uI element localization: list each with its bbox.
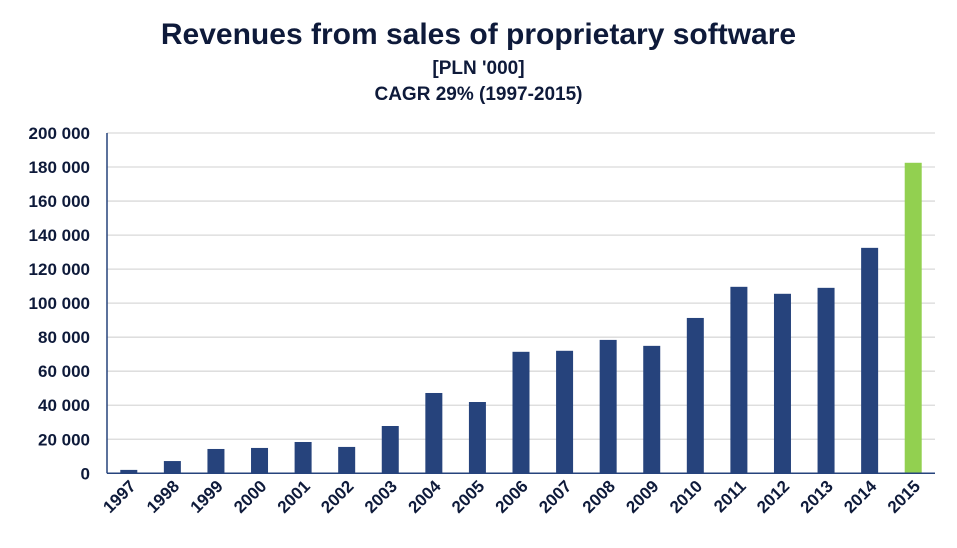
x-tick-label: 2012: [753, 477, 793, 517]
y-tick-label: 180 000: [29, 158, 90, 177]
y-tick-label: 20 000: [38, 430, 90, 449]
x-tick-label: 2010: [666, 477, 706, 517]
x-tick-label: 2007: [535, 477, 575, 517]
x-tick-label: 2006: [492, 477, 532, 517]
x-tick-label: 2011: [710, 477, 750, 517]
bar-2008: [599, 339, 617, 474]
bar-2006: [512, 351, 530, 474]
x-tick-label: 2003: [361, 477, 401, 517]
x-tick-label: 2014: [840, 476, 881, 517]
y-tick-label: 120 000: [29, 260, 90, 279]
bar-2001: [294, 441, 312, 474]
bar-2004: [425, 392, 443, 474]
bar-2015: [904, 162, 922, 474]
chart-title: Revenues from sales of proprietary softw…: [160, 18, 797, 51]
bar-2013: [817, 287, 835, 474]
x-tick-label: 2001: [274, 477, 314, 517]
x-tick-label: 2008: [579, 477, 619, 517]
chart-annotation: CAGR 29% (1997-2015): [374, 84, 583, 105]
y-tick-label: 40 000: [38, 396, 90, 415]
bar-2011: [730, 286, 748, 474]
bar-2005: [468, 402, 486, 474]
bar-2009: [643, 345, 661, 474]
x-tick-label: 1997: [99, 477, 139, 517]
x-tick-label: 2000: [230, 477, 270, 517]
chart-subtitle: [PLN '000]: [432, 58, 525, 79]
bar-2007: [556, 350, 574, 474]
bar-1999: [207, 448, 225, 474]
bar-1997: [120, 469, 138, 474]
bar-2012: [773, 293, 791, 474]
x-tick-label: 2009: [622, 477, 662, 517]
y-tick-label: 100 000: [29, 294, 90, 313]
x-tick-label: 1999: [187, 477, 227, 517]
x-tick-label: 1998: [143, 477, 183, 517]
x-tick-label: 2002: [317, 477, 357, 517]
x-tick-label: 2013: [797, 477, 837, 517]
x-tick-label: 2015: [884, 477, 924, 517]
bar-2002: [338, 446, 356, 474]
y-tick-label: 200 000: [29, 124, 90, 143]
y-tick-label: 140 000: [29, 226, 90, 245]
y-tick-label: 0: [81, 464, 90, 483]
x-tick-label: 2004: [404, 476, 445, 517]
x-tick-label: 2005: [448, 477, 488, 517]
bar-2010: [686, 317, 704, 474]
bar-2003: [381, 425, 399, 474]
bar-2000: [251, 447, 269, 474]
y-tick-label: 160 000: [29, 192, 90, 211]
y-tick-label: 60 000: [38, 362, 90, 381]
y-tick-label: 80 000: [38, 328, 90, 347]
bar-1998: [163, 461, 181, 474]
bar-2014: [861, 247, 879, 474]
